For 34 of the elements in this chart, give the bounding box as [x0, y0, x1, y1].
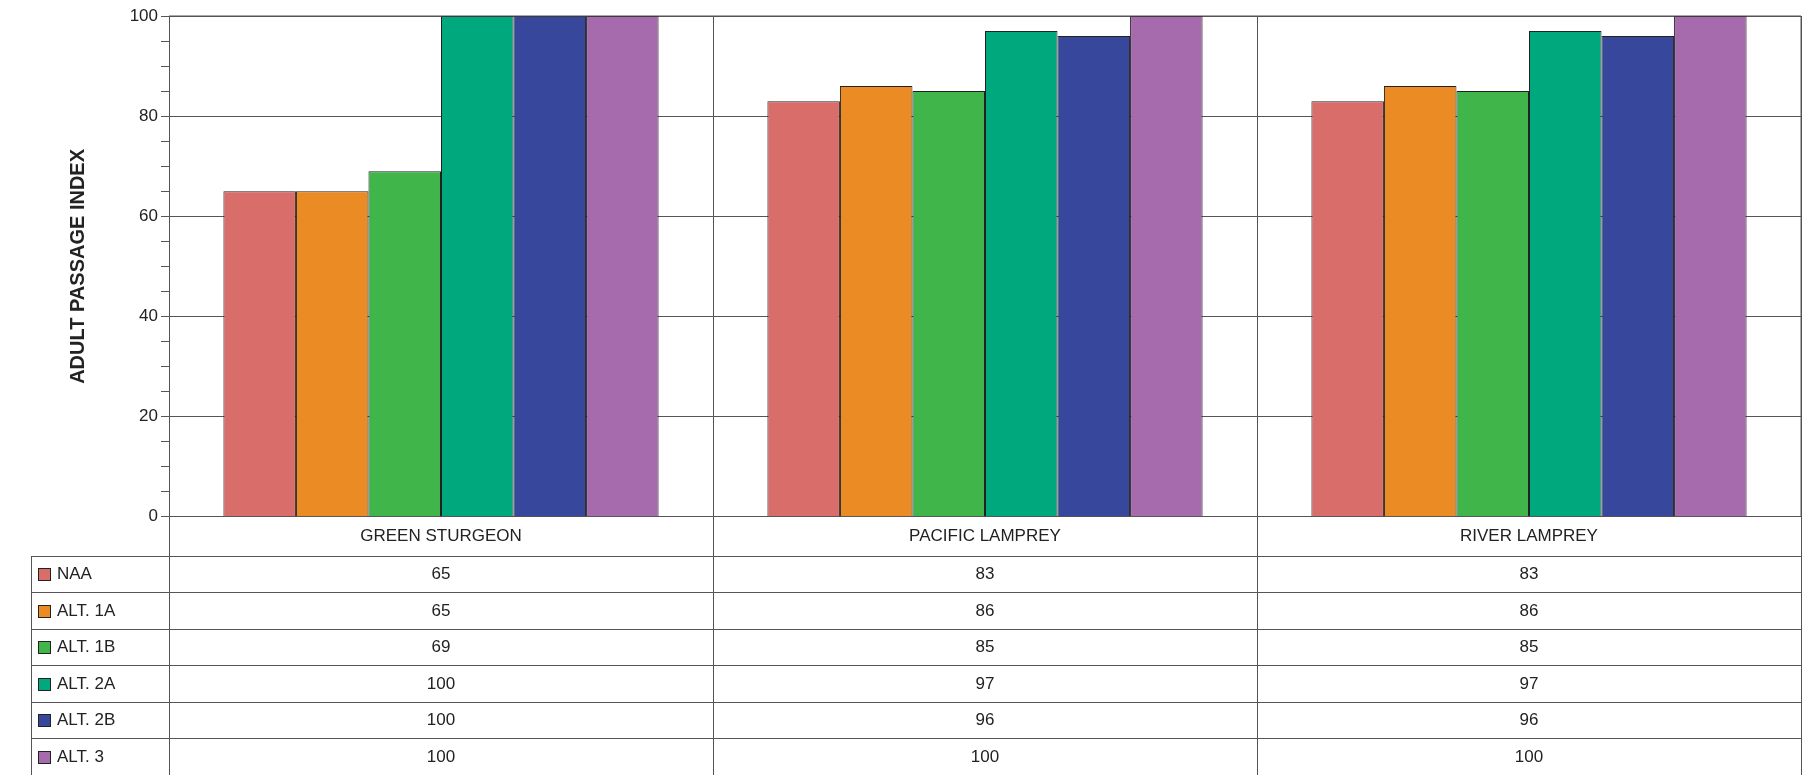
data-label: 85	[1518, 636, 1540, 659]
x-tick-label: GREEN STURGEON	[359, 525, 523, 548]
data-label: 100	[1513, 745, 1545, 768]
legend-label: ALT. 2A	[56, 672, 117, 695]
data-label: 69	[430, 636, 452, 659]
y-axis-title: ADULT PASSAGE INDEX	[65, 148, 88, 384]
data-label: 100	[425, 672, 457, 695]
data-label: 100	[425, 745, 457, 768]
data-label: 96	[974, 709, 996, 732]
y-tick-label: 80	[139, 105, 158, 125]
data-label: 83	[1518, 563, 1540, 586]
data-label: 100	[425, 709, 457, 732]
y-tick-label: 0	[148, 506, 158, 526]
data-label: 65	[430, 599, 452, 622]
legend-label: ALT. 2B	[56, 709, 117, 732]
y-tick-label: 20	[139, 406, 158, 426]
data-label: 97	[974, 672, 996, 695]
legend-label: ALT. 3	[56, 745, 105, 768]
data-label: 100	[969, 745, 1001, 768]
legend-label: ALT. 1B	[56, 636, 117, 659]
data-label: 96	[1518, 709, 1540, 732]
y-tick-label: 40	[139, 306, 158, 326]
data-label: 65	[430, 563, 452, 586]
data-label: 86	[1518, 599, 1540, 622]
data-label: 85	[974, 636, 996, 659]
x-tick-label: PACIFIC LAMPREY	[908, 525, 1062, 548]
y-tick-label: 100	[129, 5, 158, 25]
data-label: 86	[974, 599, 996, 622]
data-label: 97	[1518, 672, 1540, 695]
legend-label: ALT. 1A	[56, 599, 117, 622]
x-tick-label: RIVER LAMPREY	[1459, 525, 1599, 548]
legend-label: NAA	[56, 563, 93, 586]
y-tick-label: 60	[139, 206, 158, 226]
data-label: 83	[974, 563, 996, 586]
